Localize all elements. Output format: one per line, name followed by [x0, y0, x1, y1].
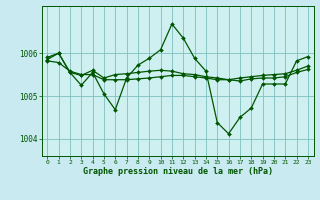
X-axis label: Graphe pression niveau de la mer (hPa): Graphe pression niveau de la mer (hPa): [83, 167, 273, 176]
